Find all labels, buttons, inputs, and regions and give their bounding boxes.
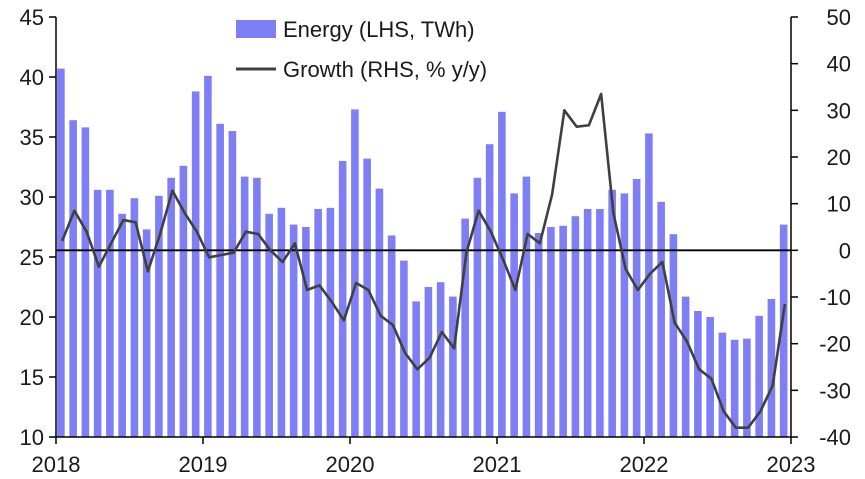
x-tick-label: 2022: [620, 452, 669, 477]
left-tick-label: 25: [20, 245, 44, 270]
right-tick-label: 40: [827, 52, 851, 77]
energy-bar-0: [57, 68, 65, 437]
energy-bar-9: [167, 177, 175, 438]
energy-bar-23: [338, 161, 347, 437]
energy-bar-25: [363, 158, 371, 437]
legend: Energy (LHS, TWh) Growth (RHS, % y/y): [236, 17, 487, 82]
left-tick-label: 40: [20, 65, 44, 90]
energy-bar-11: [191, 91, 200, 438]
energy-bar-43: [583, 209, 592, 437]
energy-bar-35: [485, 144, 494, 437]
energy-bar-56: [743, 338, 751, 437]
right-axis-ticks: -40 -30 -20 -10 0 10 20 30 40 50: [791, 5, 851, 450]
right-tick-label: -20: [819, 332, 851, 357]
energy-bar-21: [314, 209, 322, 437]
energy-bar-24: [351, 109, 359, 438]
energy-bar-14: [228, 131, 237, 437]
right-tick-label: 50: [827, 5, 851, 30]
energy-bar-55: [730, 339, 739, 437]
right-tick-label: -10: [819, 285, 851, 310]
energy-bar-34: [473, 177, 482, 438]
energy-bar-49: [657, 201, 665, 437]
left-tick-label: 20: [20, 305, 44, 330]
energy-bar-40: [547, 227, 555, 437]
energy-bar-17: [265, 213, 273, 437]
energy-bar-3: [93, 189, 102, 437]
legend-energy-swatch: [236, 20, 276, 38]
energy-bar-1: [69, 120, 77, 437]
right-tick-label: 10: [827, 192, 851, 217]
energy-bar-38: [522, 176, 531, 437]
energy-bar-27: [387, 235, 396, 437]
left-tick-label: 15: [20, 365, 44, 390]
left-tick-label: 10: [20, 425, 44, 450]
left-tick-label: 45: [20, 5, 44, 30]
energy-bar-2: [81, 127, 90, 438]
energy-bar-10: [179, 165, 188, 438]
left-tick-label: 35: [20, 125, 44, 150]
x-tick-label: 2019: [179, 452, 228, 477]
x-tick-label: 2018: [32, 452, 81, 477]
axes: [55, 17, 792, 438]
energy-bar-52: [694, 311, 702, 437]
legend-energy-label: Energy (LHS, TWh): [283, 17, 475, 42]
energy-bar-45: [608, 189, 616, 437]
energy-bar-58: [767, 299, 776, 437]
energy-bar-13: [216, 123, 224, 438]
energy-bar-46: [620, 193, 629, 437]
energy-bar-16: [253, 177, 261, 438]
energy-bar-22: [326, 207, 335, 437]
legend-growth-label: Growth (RHS, % y/y): [283, 57, 487, 82]
energy-bar-20: [302, 227, 310, 437]
energy-bar-44: [596, 209, 604, 437]
energy-bar-4: [106, 189, 114, 437]
energy-bar-47: [632, 179, 641, 437]
energy-bar-41: [559, 225, 567, 437]
energy-bar-32: [449, 296, 457, 437]
right-tick-label: -30: [819, 378, 851, 403]
right-tick-label: 0: [839, 238, 851, 263]
x-axis-ticks: 2018 2019 2020 2021 2022 2023: [32, 437, 816, 477]
energy-bar-39: [534, 233, 543, 437]
energy-bar-31: [436, 282, 445, 437]
growth-line: [60, 92, 787, 429]
left-axis-ticks: 10 15 20 25 30 35 40 45: [20, 5, 56, 450]
energy-bar-5: [118, 213, 126, 437]
energy-bars: [57, 68, 788, 438]
energy-bar-51: [681, 296, 690, 437]
left-tick-label: 30: [20, 185, 44, 210]
energy-bar-18: [277, 207, 286, 437]
x-tick-label: 2020: [326, 452, 375, 477]
energy-bar-42: [571, 216, 580, 437]
energy-bar-54: [718, 332, 727, 437]
energy-bar-8: [155, 195, 163, 437]
energy-bar-36: [498, 111, 506, 438]
energy-bar-37: [510, 193, 518, 437]
energy-bar-15: [240, 176, 249, 437]
energy-bar-19: [289, 224, 298, 437]
energy-bar-57: [755, 315, 763, 437]
energy-bar-7: [142, 229, 151, 437]
energy-bar-6: [130, 198, 139, 437]
energy-bar-33: [461, 218, 469, 437]
energy-bar-48: [645, 133, 653, 437]
energy-bar-30: [424, 287, 433, 437]
x-tick-label: 2021: [473, 452, 522, 477]
energy-bar-50: [669, 234, 678, 437]
x-tick-label: 2023: [767, 452, 816, 477]
right-tick-label: -40: [819, 425, 851, 450]
right-tick-label: 20: [827, 145, 851, 170]
right-tick-label: 30: [827, 98, 851, 123]
energy-bar-59: [779, 224, 788, 437]
